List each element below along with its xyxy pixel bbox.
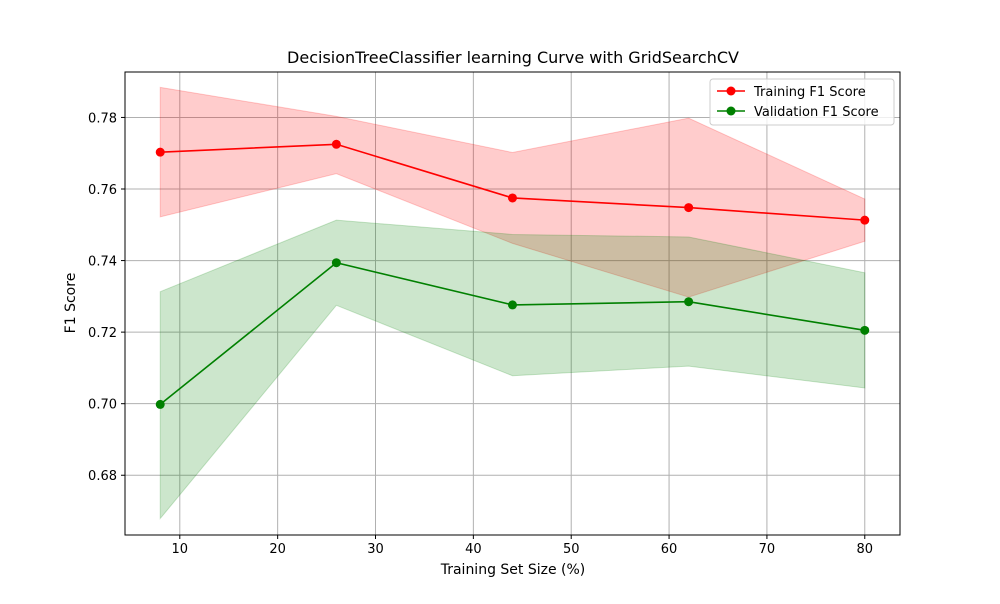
- y-tick-label: 0.76: [88, 183, 117, 198]
- axes-frame: [124, 71, 901, 536]
- x-axis-ticks: 10 20 30 40 50 60 70 80: [172, 535, 873, 557]
- chart-title: DecisionTreeClassifier learning Curve wi…: [287, 48, 739, 67]
- validation-data-point: [508, 300, 517, 310]
- grid-lines: [125, 72, 900, 535]
- validation-data-point: [684, 297, 694, 307]
- plot-area: [124, 71, 901, 536]
- y-tick-label: 0.78: [88, 111, 117, 126]
- legend-marker-training: [726, 86, 736, 96]
- y-tick-label: 0.72: [88, 326, 117, 341]
- x-axis-label: Training Set Size (%): [440, 562, 586, 578]
- training-data-point: [860, 215, 870, 225]
- x-tick-label: 30: [367, 542, 384, 557]
- validation-data-point: [331, 258, 341, 268]
- x-tick-label: 40: [465, 542, 482, 557]
- y-tick-label: 0.74: [88, 255, 117, 270]
- validation-std-band: [159, 219, 866, 520]
- y-axis-label: F1 Score: [63, 273, 79, 334]
- training-data-point: [508, 193, 517, 203]
- validation-data-point: [155, 399, 165, 409]
- training-data-point: [155, 147, 165, 157]
- x-tick-label: 10: [172, 542, 189, 557]
- x-tick-label: 60: [661, 542, 678, 557]
- x-tick-label: 70: [759, 542, 776, 557]
- y-tick-label: 0.70: [88, 398, 117, 413]
- x-tick-label: 20: [269, 542, 286, 557]
- validation-data-point: [860, 325, 870, 335]
- training-data-point: [684, 203, 694, 213]
- legend-label-validation: Validation F1 Score: [754, 105, 879, 120]
- legend-label-training: Training F1 Score: [753, 85, 866, 100]
- x-tick-label: 50: [563, 542, 580, 557]
- x-tick-label: 80: [856, 542, 873, 557]
- training-data-point: [331, 139, 341, 149]
- series-markers: [155, 139, 870, 409]
- y-axis-ticks: 0.68 0.70 0.72 0.74 0.76 0.78: [88, 111, 125, 484]
- legend-box: [709, 78, 895, 126]
- legend-marker-validation: [726, 106, 736, 116]
- legend: Training F1 Score Validation F1 Score: [709, 78, 895, 126]
- y-tick-label: 0.68: [88, 469, 117, 484]
